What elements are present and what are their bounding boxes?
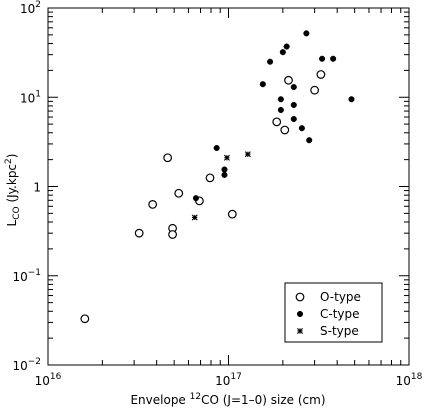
data-point bbox=[277, 106, 284, 114]
data-point bbox=[290, 84, 297, 91]
y-axis-title-sub: CO bbox=[12, 206, 22, 219]
y-axis-title-mid: (Jy.kpc bbox=[5, 164, 19, 206]
series-s-type bbox=[191, 151, 251, 221]
data-point bbox=[330, 55, 337, 62]
data-point bbox=[290, 101, 297, 108]
y-tick-label: 10−1 bbox=[12, 268, 41, 284]
x-axis-title-prefix: Envelope bbox=[130, 393, 189, 407]
data-point bbox=[316, 70, 326, 79]
y-tick-label: 1 bbox=[33, 181, 41, 195]
data-point bbox=[306, 137, 313, 144]
data-point bbox=[348, 96, 355, 103]
data-points bbox=[80, 30, 355, 324]
data-point bbox=[283, 43, 290, 50]
data-point bbox=[174, 188, 184, 198]
legend-marker bbox=[295, 292, 305, 302]
y-tick-label: 101 bbox=[20, 89, 41, 105]
y-tick-label: 102 bbox=[20, 0, 41, 16]
data-point bbox=[192, 195, 199, 202]
legend: O-type C-type S-type bbox=[284, 282, 383, 343]
data-point bbox=[310, 85, 320, 95]
data-point bbox=[148, 200, 158, 209]
x-axis-title-sup: 12 bbox=[190, 392, 201, 402]
svg-text:LCO (Jy.kpc2): LCO (Jy.kpc2) bbox=[4, 154, 22, 227]
y-axis-title-end: ) bbox=[5, 154, 19, 159]
x-axis-title: Envelope 12CO (J=1–0) size (cm) bbox=[130, 392, 325, 407]
data-point bbox=[290, 115, 297, 123]
data-point bbox=[223, 154, 230, 161]
data-point bbox=[227, 209, 237, 219]
x-axis-title-suffix: CO (J=1–0) size (cm) bbox=[201, 393, 325, 407]
data-point bbox=[303, 30, 310, 37]
data-point bbox=[221, 166, 228, 173]
y-tick-label: 10−2 bbox=[12, 357, 41, 373]
data-point bbox=[298, 125, 305, 132]
data-point bbox=[80, 314, 90, 324]
data-point bbox=[191, 214, 198, 221]
series-c-type bbox=[192, 30, 355, 202]
data-point bbox=[284, 75, 293, 85]
data-point bbox=[259, 81, 266, 88]
data-point bbox=[244, 151, 251, 158]
data-point bbox=[221, 171, 228, 178]
y-axis-title: LCO (Jy.kpc2) bbox=[4, 154, 22, 227]
data-point bbox=[163, 153, 173, 163]
data-point bbox=[279, 49, 286, 56]
data-point bbox=[319, 55, 326, 62]
x-tick-label: 1017 bbox=[215, 372, 242, 388]
y-axis-title-sup: 2 bbox=[4, 158, 14, 164]
y-axis-title-base: L bbox=[5, 219, 19, 226]
data-point bbox=[272, 117, 282, 127]
data-point bbox=[213, 144, 220, 152]
data-point bbox=[280, 125, 290, 135]
legend-label: S-type bbox=[320, 324, 359, 338]
data-point bbox=[277, 96, 284, 103]
data-point bbox=[134, 228, 144, 238]
legend-marker bbox=[296, 310, 304, 318]
series-o-type bbox=[80, 70, 326, 324]
axis-tick-labels: 1016 1017 1018 10−2 10−1 1 101 102 bbox=[12, 0, 422, 388]
data-point bbox=[168, 230, 177, 239]
x-tick-label: 1016 bbox=[35, 372, 62, 388]
legend-marker bbox=[297, 328, 303, 334]
legend-label: C-type bbox=[320, 307, 360, 321]
data-point bbox=[267, 58, 274, 65]
axis-ticks bbox=[47, 7, 410, 366]
legend-label: O-type bbox=[320, 290, 361, 304]
x-tick-label: 1018 bbox=[396, 372, 423, 388]
data-point bbox=[205, 173, 215, 183]
